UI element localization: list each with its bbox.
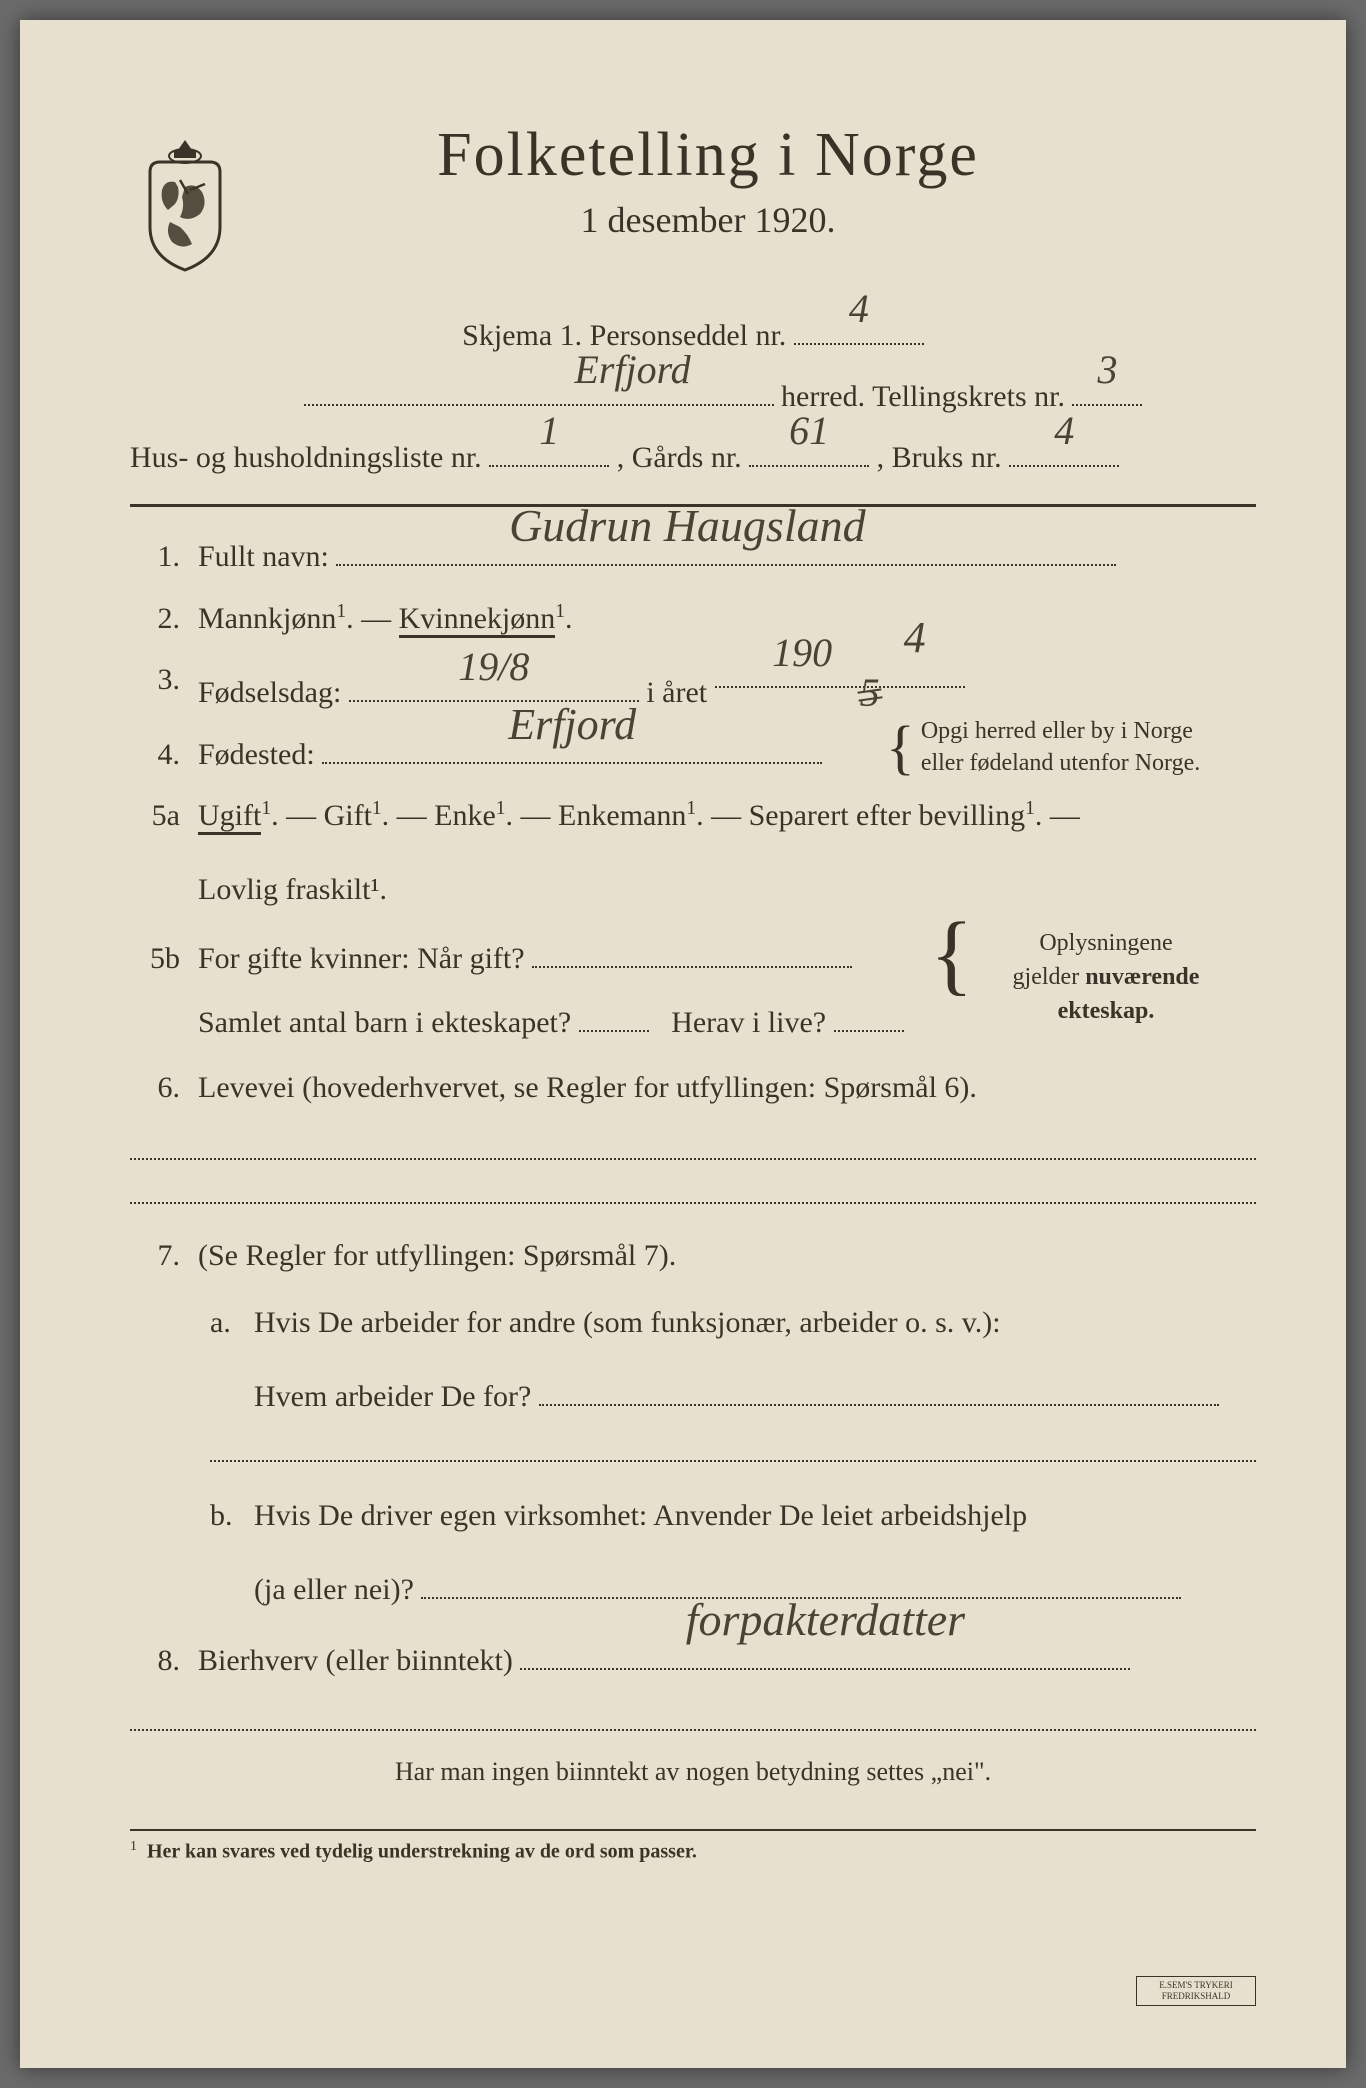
birth-year-struck: 5 bbox=[860, 670, 880, 715]
q6-text: Levevei (hovederhvervet, se Regler for u… bbox=[198, 1071, 977, 1104]
q8: 8. Bierhverv (eller biinntekt) forpakter… bbox=[130, 1633, 1256, 1689]
bruks-nr: 4 bbox=[1054, 393, 1074, 469]
q3-label: Fødselsdag: bbox=[198, 676, 341, 709]
q1-label: Fullt navn: bbox=[198, 540, 329, 573]
q7-text: (Se Regler for utfyllingen: Spørsmål 7). bbox=[198, 1239, 676, 1272]
q7-num: 7. bbox=[130, 1228, 180, 1284]
birth-year-prefix: 190 bbox=[772, 616, 832, 690]
coat-of-arms-icon bbox=[130, 132, 240, 272]
dotted-rule-2 bbox=[130, 1202, 1256, 1204]
personseddel-nr: 4 bbox=[849, 271, 869, 347]
hus-nr: 1 bbox=[539, 393, 559, 469]
q4-num: 4. bbox=[130, 727, 180, 783]
q7a: a. Hvis De arbeider for andre (som funks… bbox=[130, 1295, 1256, 1424]
gards-nr: 61 bbox=[789, 393, 829, 469]
q4-note: { Opgi herred eller by i Norge eller fød… bbox=[886, 715, 1256, 780]
q6-num: 6. bbox=[130, 1060, 180, 1116]
q2-sup1: 1 bbox=[336, 601, 346, 622]
q7a-line1: Hvis De arbeider for andre (som funksjon… bbox=[254, 1306, 1001, 1339]
q2-period1: . bbox=[346, 602, 354, 635]
q5a: 5a Ugift1. — Gift1. — Enke1. — Enkemann1… bbox=[130, 788, 1256, 917]
hus-line: Hus- og husholdningsliste nr. 1 , Gårds … bbox=[130, 429, 1256, 486]
tellingskrets-nr: 3 bbox=[1097, 332, 1117, 408]
q5b-line2a: Samlet antal barn i ekteskapet? bbox=[198, 1006, 571, 1039]
q5b-sidenote: { Oplysningenegjelder nuværendeekteskap. bbox=[956, 925, 1256, 1028]
q5b-line1a: For gifte kvinner: Når gift? bbox=[198, 942, 525, 975]
q5a-options: Ugift1. — Gift1. — Enke1. — Enkemann1. —… bbox=[198, 799, 1080, 832]
q2-period2: . bbox=[565, 602, 573, 635]
gards-label: , Gårds nr. bbox=[617, 441, 742, 474]
q7b-letter: b. bbox=[210, 1488, 240, 1617]
hint-line: Har man ingen biinntekt av nogen betydni… bbox=[130, 1757, 1256, 1787]
q5b-line2b: Herav i live? bbox=[671, 1006, 826, 1039]
q4-note-line1: Opgi herred eller by i Norge bbox=[921, 718, 1193, 744]
q3-num: 3. bbox=[130, 652, 180, 721]
herred-line: Erfjord herred. Tellingskrets nr. 3 bbox=[130, 368, 1256, 425]
q7b-line2: (ja eller nei)? bbox=[254, 1573, 414, 1606]
full-name: Gudrun Haugsland bbox=[509, 483, 866, 568]
bierhverv-value: forpakterdatter bbox=[686, 1577, 965, 1662]
q5a-line2: Lovlig fraskilt¹. bbox=[198, 862, 1256, 918]
q2: 2. Mannkjønn1. — Kvinnekjønn1. bbox=[130, 591, 1256, 647]
q7: 7. (Se Regler for utfyllingen: Spørsmål … bbox=[130, 1228, 1256, 1284]
q7a-letter: a. bbox=[210, 1295, 240, 1424]
main-title: Folketelling i Norge bbox=[270, 120, 1146, 191]
q1-num: 1. bbox=[130, 529, 180, 585]
printer-mark: E.SEM'S TRYKERI FREDRIKSHALD bbox=[1136, 1976, 1256, 2006]
q1: 1. Fullt navn: Gudrun Haugsland bbox=[130, 529, 1256, 585]
footnote-text: Her kan svares ved tydelig understreknin… bbox=[147, 1840, 697, 1862]
subtitle: 1 desember 1920. bbox=[270, 199, 1146, 241]
herred-value: Erfjord bbox=[574, 332, 690, 408]
q4: 4. Fødested: Erfjord { Opgi herred eller… bbox=[130, 727, 1256, 783]
dotted-rule-4 bbox=[130, 1729, 1256, 1731]
skjema-line: Skjema 1. Personseddel nr. 4 bbox=[130, 307, 1256, 364]
q2-num: 2. bbox=[130, 591, 180, 647]
q8-label: Bierhverv (eller biinntekt) bbox=[198, 1644, 513, 1677]
q4-note-line2: eller fødeland utenfor Norge. bbox=[921, 750, 1200, 776]
q7a-line2: Hvem arbeider De for? bbox=[254, 1380, 531, 1413]
census-form-page: Folketelling i Norge 1 desember 1920. Sk… bbox=[20, 20, 1346, 2068]
q5b: 5b For gifte kvinner: Når gift? Samlet a… bbox=[130, 931, 1256, 1050]
q8-num: 8. bbox=[130, 1633, 180, 1689]
q5a-num: 5a bbox=[130, 788, 180, 917]
q4-label: Fødested: bbox=[198, 738, 315, 771]
q7b-line1: Hvis De driver egen virksomhet: Anvender… bbox=[254, 1499, 1027, 1532]
q6: 6. Levevei (hovederhvervet, se Regler fo… bbox=[130, 1060, 1256, 1116]
bruks-label: , Bruks nr. bbox=[877, 441, 1002, 474]
q3-mid: i året bbox=[646, 676, 714, 709]
hus-label: Hus- og husholdningsliste nr. bbox=[130, 441, 482, 474]
footnote: 1 Her kan svares ved tydelig understrekn… bbox=[130, 1829, 1256, 1864]
q3: 3. Fødselsdag: 19/8 i året 190 5 4 bbox=[130, 652, 1256, 721]
birth-year-corrected: 4 bbox=[904, 597, 926, 678]
q2-sup2: 1 bbox=[555, 601, 565, 622]
header: Folketelling i Norge 1 desember 1920. bbox=[130, 120, 1256, 272]
dotted-rule-3 bbox=[210, 1460, 1256, 1462]
title-block: Folketelling i Norge 1 desember 1920. bbox=[270, 120, 1256, 241]
q2-dash: — bbox=[361, 602, 399, 635]
birthplace: Erfjord bbox=[508, 684, 636, 765]
q2-mann: Mannkjønn bbox=[198, 602, 336, 635]
q5b-num: 5b bbox=[130, 931, 180, 1050]
dotted-rule-1 bbox=[130, 1158, 1256, 1160]
